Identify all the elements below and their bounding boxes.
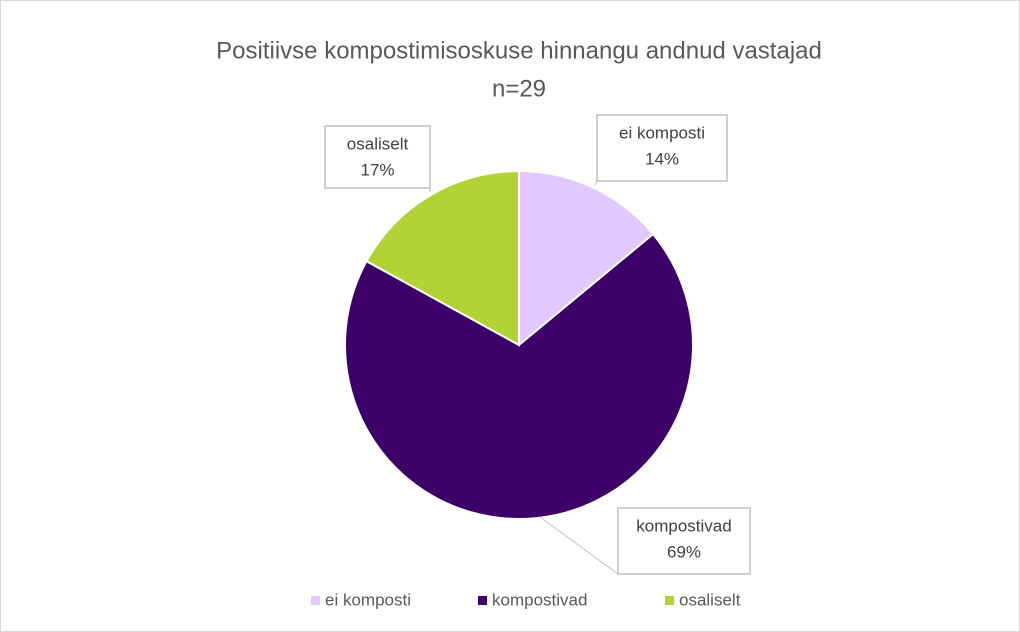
legend-label: ei komposti [325,590,411,609]
data-label-category: kompostivad [636,516,731,535]
data-label-box [617,507,751,575]
pie-slice [365,169,520,347]
chart-subtitle: n=29 [492,75,546,102]
legend-swatch [665,596,674,605]
legend-swatch [311,596,320,605]
data-label-category: osaliselt [347,134,409,153]
data-label-value: 17% [360,160,394,179]
pie-slice [518,169,655,348]
data-label-box [324,125,431,189]
data-label-category: ei komposti [619,123,705,142]
legend-swatch [478,596,487,605]
legend-label: osaliselt [679,590,741,609]
data-label-box [596,114,728,182]
chart-title: Positiivse kompostimisoskuse hinnangu an… [216,37,822,64]
data-label-value: 69% [667,542,701,561]
legend-label: kompostivad [492,590,587,609]
pie-slice [344,232,694,520]
data-label-value: 14% [645,149,679,168]
leader-line [539,516,619,575]
